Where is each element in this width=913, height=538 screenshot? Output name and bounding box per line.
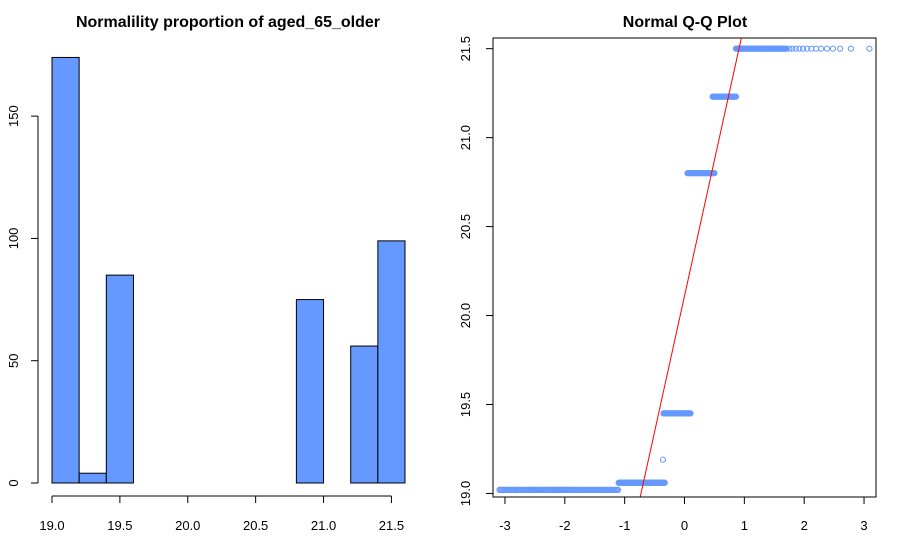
histogram-x-tick-label: 19.5 bbox=[107, 518, 132, 533]
qq-y-tick-label: 19.5 bbox=[458, 392, 473, 417]
qq-plot-chart: Normal Q-Q Plot -3 -2 -1 0 1 2 3 19.0 19.5 20.0 2… bbox=[458, 14, 877, 533]
histogram-y-tick-label: 100 bbox=[6, 228, 21, 250]
qq-y-tick-label: 21.0 bbox=[458, 125, 473, 150]
qq-x-tick-label: -1 bbox=[619, 518, 631, 533]
qq-point bbox=[796, 45, 803, 52]
qq-point bbox=[866, 45, 873, 52]
qq-x-tick-label: 2 bbox=[801, 518, 808, 533]
qq-y-axis: 19.0 19.5 20.0 20.5 21.0 21.5 bbox=[458, 36, 493, 506]
histogram-x-tick-label: 21.5 bbox=[379, 518, 404, 533]
qq-x-tick-label: 1 bbox=[741, 518, 748, 533]
qq-plot-title: Normal Q-Q Plot bbox=[623, 14, 748, 31]
qq-point bbox=[836, 45, 844, 52]
histogram-bars bbox=[51, 56, 406, 484]
qq-point bbox=[799, 45, 807, 52]
histogram-bar bbox=[78, 472, 107, 484]
qq-point bbox=[661, 479, 668, 486]
qq-point bbox=[823, 45, 831, 52]
qq-x-tick-label: 0 bbox=[681, 518, 688, 533]
histogram-bar bbox=[350, 345, 379, 484]
qq-point bbox=[783, 45, 790, 52]
histogram-x-tick-label: 21.0 bbox=[311, 518, 336, 533]
histogram-y-tick-label: 50 bbox=[6, 353, 21, 367]
qq-y-tick-label: 21.5 bbox=[458, 36, 473, 61]
histogram-x-tick-label: 20.0 bbox=[175, 518, 200, 533]
qq-point bbox=[732, 93, 740, 100]
qq-x-tick-label: -3 bbox=[499, 518, 511, 533]
histogram-y-axis: 0 50 100 150 bbox=[6, 105, 39, 487]
qq-point bbox=[792, 45, 799, 52]
histogram-title: Normalility proportion of aged_65_older bbox=[76, 14, 380, 31]
qq-point bbox=[804, 45, 811, 52]
qq-x-axis: -3 -2 -1 0 1 2 3 bbox=[499, 496, 868, 533]
qq-point bbox=[789, 45, 796, 52]
qq-point bbox=[687, 410, 694, 417]
qq-point bbox=[817, 45, 825, 52]
qq-reference-line bbox=[639, 38, 742, 497]
qq-points bbox=[496, 45, 873, 493]
qq-y-tick-label: 20.5 bbox=[458, 214, 473, 239]
qq-x-tick-label: -2 bbox=[559, 518, 571, 533]
histogram-chart: Normalility proportion of aged_65_older … bbox=[6, 14, 406, 533]
qq-y-tick-label: 20.0 bbox=[458, 303, 473, 328]
histogram-bar bbox=[105, 274, 134, 484]
qq-point bbox=[847, 45, 854, 52]
histogram-bar bbox=[51, 56, 80, 484]
histogram-y-tick-label: 0 bbox=[6, 479, 21, 486]
qq-point bbox=[659, 456, 667, 463]
qq-y-tick-label: 19.0 bbox=[458, 481, 473, 506]
qq-plot-frame bbox=[492, 37, 877, 498]
histogram-bar bbox=[295, 299, 325, 484]
histogram-x-tick-label: 19.0 bbox=[39, 518, 64, 533]
histogram-x-tick-label: 20.5 bbox=[243, 518, 268, 533]
qq-x-tick-label: 3 bbox=[860, 518, 867, 533]
histogram-y-tick-label: 150 bbox=[6, 105, 21, 127]
qq-point bbox=[829, 45, 837, 52]
histogram-bar bbox=[377, 240, 406, 484]
qq-point bbox=[614, 486, 622, 493]
histogram-x-axis: 19.0 19.5 20.0 20.5 21.0 21.5 bbox=[39, 495, 404, 533]
